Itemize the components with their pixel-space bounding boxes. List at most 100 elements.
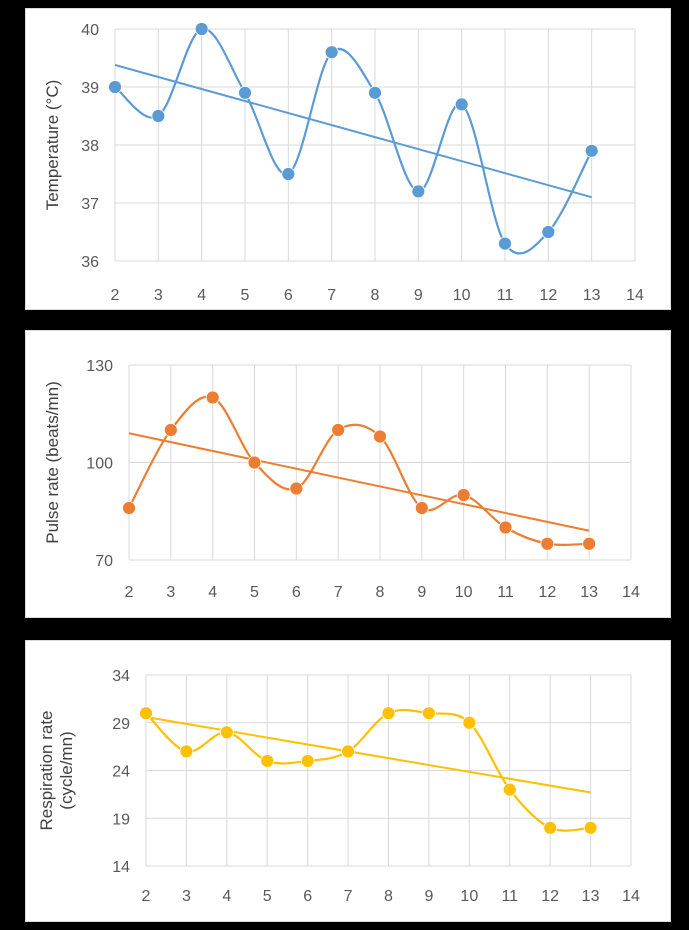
data-point [498,236,512,251]
data-point [373,429,387,444]
data-point [584,143,599,158]
trendline [114,63,592,199]
data-point [289,481,304,496]
y-tick-label: 14 [112,859,130,876]
x-tick-label: 7 [334,584,343,601]
data-point [151,109,166,123]
temperature-chart-panel: 2 3 4 5 6 7 8 9 10 11 12 13 14 36 37 38 39 40 Temperature … [25,8,671,310]
data-point [543,820,558,835]
y-tick-label: 130 [86,358,113,375]
x-tick-label: 6 [292,584,301,601]
y-axis-label: Temperature (°C) [43,80,62,211]
x-tick-label: 5 [250,584,259,601]
data-point [247,455,262,470]
x-tick-label: 8 [384,888,393,905]
data-point [179,744,194,759]
x-tick-label: 2 [111,287,120,304]
x-tick-label: 6 [303,888,312,905]
y-tick-label: 36 [81,254,99,271]
x-tick-label: 7 [344,888,353,905]
series-line [128,395,590,547]
y-tick-label: 38 [81,138,99,155]
x-tick-label: 9 [417,584,426,601]
x-tick-label: 9 [424,888,433,905]
data-point [414,501,429,515]
x-tick-label: 10 [460,888,478,905]
temperature-chart: 2 3 4 5 6 7 8 9 10 11 12 13 14 36 37 38 39 40 Temperature … [43,22,644,304]
x-tick-label: 5 [263,888,272,905]
x-tick-label: 13 [582,888,600,905]
x-tick-label: 11 [497,287,514,304]
data-point [422,706,436,721]
data-point [139,706,153,721]
data-point [456,488,471,502]
x-tick-label: 8 [376,584,385,601]
data-point [300,754,315,768]
data-point [541,225,556,239]
x-tick-label: 12 [538,584,556,601]
trendline [145,716,591,794]
respiration-rate-chart: 2 3 4 5 6 7 8 9 10 11 12 13 141419242934Respiration … [37,668,640,905]
pulse-rate-chart: 2 3 4 5 6 7 8 9 10 11 12 13 14 70 100 130 Pulse rate (be… [43,358,640,601]
data-point [454,97,469,112]
x-tick-label: 4 [197,287,206,304]
y-tick-label: 19 [112,811,130,828]
x-tick-label: 7 [327,287,336,304]
data-point [411,184,426,199]
respiration-rate-chart-panel: 2 3 4 5 6 7 8 9 10 11 12 13 14 14 19 24 29 34 Respiration … [25,640,671,922]
x-tick-label: 10 [453,287,471,304]
data-point [219,725,234,740]
y-tick-label: 29 [112,716,130,733]
x-tick-label: 11 [501,888,518,905]
data-point [281,167,296,181]
y-tick-label: 37 [81,196,99,213]
x-tick-label: 13 [583,287,601,304]
x-tick-label: 4 [222,888,231,905]
data-point [260,754,275,768]
y-tick-label: 40 [81,22,99,39]
x-tick-label: 3 [154,287,163,304]
data-point [540,536,555,551]
x-tick-label: 14 [626,287,644,304]
x-tick-label: 2 [142,888,151,905]
x-tick-label: 8 [371,287,380,304]
data-point [122,501,136,515]
data-point [163,423,178,437]
data-point [205,390,220,405]
x-tick-label: 3 [166,584,175,601]
y-tick-label: 100 [86,456,113,473]
data-point [108,80,122,94]
pulse-rate-chart-panel: 2 3 4 5 6 7 8 9 10 11 12 13 14 70 100 130 Pulse rate (be… [25,330,671,618]
x-tick-label: 12 [539,287,557,304]
data-point [368,85,382,100]
data-point [331,423,346,437]
y-tick-label: 39 [81,80,99,97]
data-point [502,782,517,797]
data-point [341,744,355,759]
y-tick-label: 34 [112,668,130,685]
x-tick-label: 10 [455,584,473,601]
data-point [194,22,209,36]
x-tick-label: 5 [241,287,250,304]
x-tick-label: 14 [622,584,640,601]
x-tick-label: 12 [541,888,559,905]
y-tick-label: 24 [112,764,130,781]
y-axis-label: Respiration rate(cycle/mn) [37,710,76,830]
x-tick-label: 14 [622,888,640,905]
data-point [381,706,396,721]
x-tick-label: 11 [497,584,514,601]
y-axis-label: Pulse rate (beats/mn) [43,381,62,544]
x-tick-label: 2 [125,584,134,601]
x-tick-label: 6 [284,287,293,304]
data-point [324,45,339,60]
data-point [582,536,597,551]
y-tick-label: 70 [95,553,113,570]
data-point [583,820,598,835]
x-tick-label: 3 [182,888,191,905]
trendline [128,432,590,532]
x-tick-label: 4 [208,584,217,601]
data-point [238,85,252,100]
x-tick-label: 9 [414,287,423,304]
data-point [462,715,477,730]
x-tick-label: 13 [580,584,598,601]
